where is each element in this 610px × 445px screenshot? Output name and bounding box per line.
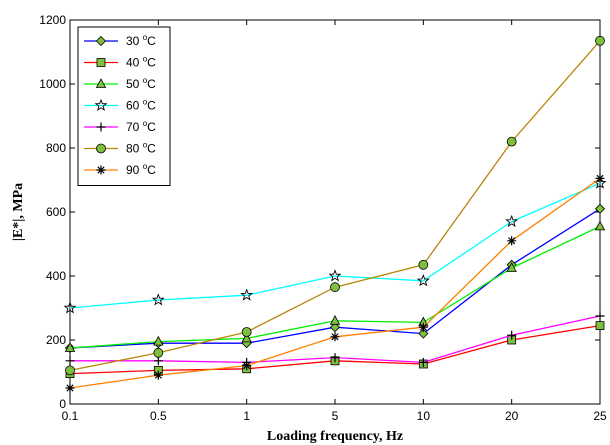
data-point: [594, 203, 606, 214]
legend-item: 70 oC: [84, 119, 156, 134]
legend-item: 50 oC: [84, 76, 156, 91]
data-point: [330, 353, 340, 363]
unit-label: C: [147, 163, 156, 177]
degree-mark: o: [143, 162, 148, 171]
y-tick-label: 200: [46, 333, 66, 347]
x-tick-label: 0.5: [150, 409, 167, 423]
unit-label: C: [147, 120, 156, 134]
data-point: [329, 314, 341, 325]
y-axis-label: |E*|, MPa: [11, 183, 26, 241]
legend: 30 oC 40 oC 50 oC 60 oC 70 oC 80 oC 90 oC: [77, 26, 171, 186]
legend-item: 30 oC: [84, 33, 156, 48]
data-point: [240, 288, 254, 301]
x-tick-label: 20: [505, 409, 519, 423]
data-point: [153, 335, 164, 346]
series-80: [65, 35, 605, 376]
data-point: [330, 332, 340, 342]
data-point: [96, 58, 106, 67]
data-point: [64, 342, 76, 352]
series-90: [65, 173, 605, 393]
data-point: [151, 293, 165, 306]
y-tick-label: 400: [46, 269, 66, 283]
legend-label: 40 oC: [126, 55, 156, 70]
data-point: [595, 35, 605, 46]
data-point: [94, 98, 108, 111]
legend-box: [77, 26, 171, 186]
data-point: [63, 301, 77, 314]
data-point: [95, 78, 107, 88]
legend-item: 90 oC: [84, 162, 156, 177]
legend-label: 80 oC: [126, 141, 156, 156]
series-line: [69, 182, 601, 309]
degree-mark: o: [143, 119, 148, 128]
x-axis-label: Loading frequency, Hz: [267, 429, 403, 444]
data-point: [241, 332, 252, 343]
x-tick-label: 10: [417, 409, 431, 423]
axes-ticks: 0.1 0.5 1 5 10 20 25 0 200 400 600 800 1000 1200: [39, 13, 607, 423]
data-point: [418, 357, 428, 367]
degree-mark: o: [143, 76, 148, 85]
data-point: [416, 274, 430, 287]
series-layer: [63, 35, 607, 393]
legend-label: 60 oC: [126, 98, 156, 113]
unit-label: C: [147, 142, 156, 156]
x-tick-label: 5: [332, 409, 339, 423]
data-point: [507, 236, 517, 246]
unit-label: C: [147, 77, 156, 91]
data-point: [241, 327, 252, 337]
data-point: [506, 262, 517, 272]
legend-label: 30 oC: [126, 33, 156, 48]
unit-label: C: [147, 99, 156, 113]
series-60: [63, 176, 607, 314]
data-point: [153, 370, 163, 380]
legend-label: 50 oC: [126, 76, 156, 91]
series-50: [64, 220, 606, 352]
data-point: [329, 322, 341, 333]
degree-mark: o: [143, 98, 148, 107]
y-tick-label: 1000: [39, 77, 66, 91]
y-tick-label: 1200: [39, 13, 66, 27]
data-point: [418, 322, 428, 332]
data-point: [595, 173, 605, 183]
unit-label: C: [147, 34, 156, 48]
data-point: [330, 282, 340, 293]
data-point: [242, 361, 252, 371]
legend-item: 60 oC: [84, 98, 156, 113]
y-tick-label: 600: [46, 205, 66, 219]
degree-mark: o: [143, 141, 148, 150]
data-point: [418, 328, 429, 339]
degree-mark: o: [143, 33, 148, 42]
y-tick-label: 800: [46, 141, 66, 155]
data-point: [418, 259, 429, 270]
data-point: [506, 136, 517, 147]
data-point: [96, 143, 106, 154]
data-point: [507, 330, 517, 340]
y-tick-label: 0: [59, 397, 66, 411]
unit-label: C: [147, 56, 156, 70]
legend-item: 40 oC: [84, 55, 156, 70]
legend-label: 90 oC: [126, 162, 156, 177]
data-point: [153, 347, 164, 358]
legend-item: 80 oC: [84, 141, 156, 156]
data-point: [153, 356, 163, 366]
data-point: [96, 122, 106, 132]
x-tick-label: 25: [593, 409, 607, 423]
x-tick-label: 1: [243, 409, 250, 423]
data-point: [595, 321, 605, 331]
data-point: [328, 269, 342, 282]
data-point: [65, 356, 75, 366]
data-point: [505, 214, 519, 228]
data-point: [65, 383, 75, 393]
x-tick-label: 0.1: [62, 409, 79, 423]
data-point: [96, 165, 106, 175]
data-point: [595, 311, 605, 321]
legend-label: 70 oC: [126, 119, 156, 134]
data-point: [65, 365, 75, 376]
data-point: [95, 35, 107, 47]
degree-mark: o: [143, 55, 148, 64]
data-point: [594, 220, 606, 231]
